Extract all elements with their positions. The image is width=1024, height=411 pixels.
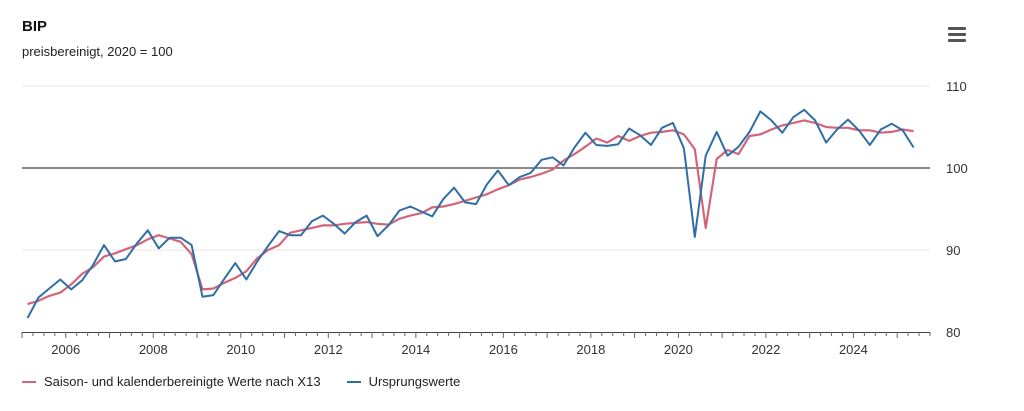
legend-swatch-original bbox=[346, 380, 361, 383]
legend-item-seasonal[interactable]: Saison- und kalenderbereinigte Werte nac… bbox=[22, 374, 321, 389]
x-tick-label: 2012 bbox=[314, 342, 343, 357]
x-tick-label: 2020 bbox=[664, 342, 693, 357]
x-tick-label: 2008 bbox=[139, 342, 168, 357]
y-axis: 80 90 100 110 bbox=[946, 79, 968, 340]
menu-bar bbox=[948, 27, 966, 30]
chart-subtitle: preisbereinigt, 2020 = 100 bbox=[22, 44, 173, 59]
menu-bar bbox=[948, 39, 966, 42]
chart-title: BIP bbox=[22, 18, 48, 35]
x-tick-label: 2006 bbox=[51, 342, 80, 357]
legend-label-original: Ursprungswerte bbox=[368, 374, 461, 389]
y-tick-label: 110 bbox=[946, 79, 967, 94]
x-tick-label: 2010 bbox=[226, 342, 255, 357]
series-line-original bbox=[26, 108, 915, 319]
series-lines bbox=[26, 108, 915, 319]
x-tick-label: 2024 bbox=[839, 342, 868, 357]
legend-item-original[interactable]: Ursprungswerte bbox=[346, 374, 461, 389]
gridlines bbox=[22, 85, 930, 251]
y-tick-label: 100 bbox=[946, 161, 968, 176]
hamburger-menu-icon[interactable] bbox=[944, 24, 970, 46]
legend-label-seasonal: Saison- und kalenderbereinigte Werte nac… bbox=[44, 374, 321, 389]
menu-bar bbox=[948, 33, 966, 36]
x-axis: 2006 2008 2010 2012 2014 2016 2018 2020 2022 2024 bbox=[21, 332, 931, 357]
x-tick-label: 2018 bbox=[576, 342, 605, 357]
y-tick-label: 80 bbox=[946, 325, 960, 340]
x-tick-label: 2014 bbox=[401, 342, 430, 357]
legend-swatch-seasonal bbox=[22, 380, 36, 383]
x-tick-label: 2016 bbox=[489, 342, 518, 357]
y-tick-label: 90 bbox=[946, 243, 960, 258]
legend: Saison- und kalenderbereinigte Werte nac… bbox=[22, 374, 486, 389]
series-line-seasonal bbox=[27, 119, 914, 306]
x-tick-label: 2022 bbox=[751, 342, 780, 357]
